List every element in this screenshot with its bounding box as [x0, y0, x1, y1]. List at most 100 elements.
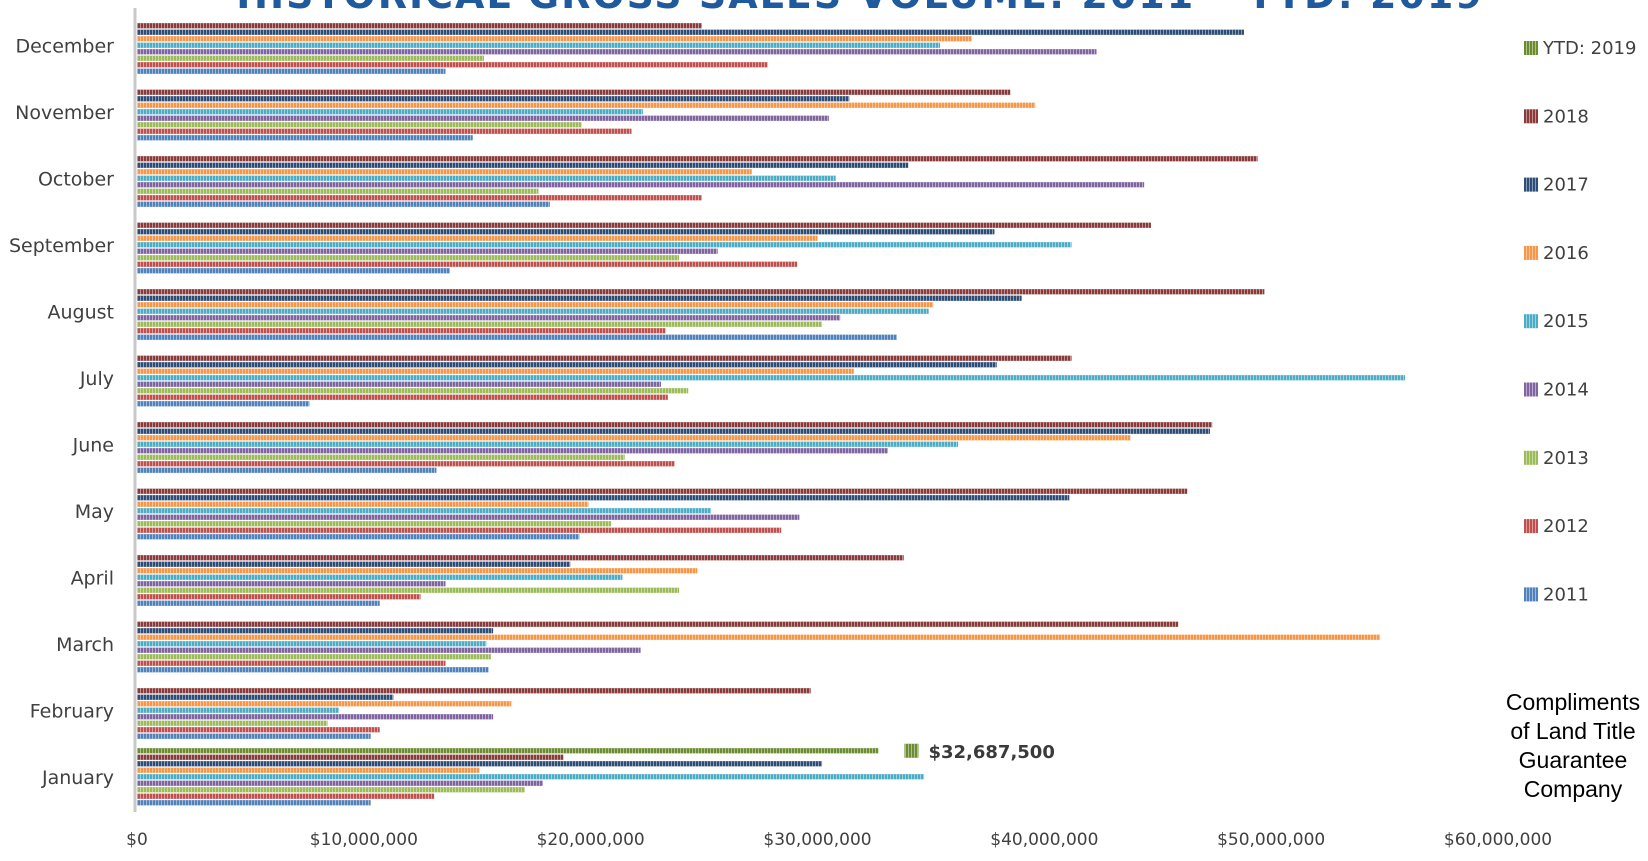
bar-texture: [137, 508, 711, 514]
bar-texture: [137, 222, 1151, 228]
bar-texture: [137, 248, 718, 254]
bar-texture: [137, 587, 680, 593]
bar-texture: [137, 720, 328, 726]
bar-texture: [137, 754, 564, 760]
legend-swatch-texture: [1524, 177, 1538, 192]
category-label: October: [38, 168, 114, 190]
bar-texture: [137, 780, 544, 786]
legend-swatch-texture: [1524, 519, 1538, 534]
bar-texture: [137, 156, 1258, 162]
bar-texture: [137, 448, 888, 454]
bar-texture: [137, 727, 380, 733]
category-label: December: [15, 35, 114, 57]
bar-texture: [137, 68, 446, 74]
bar-texture: [137, 235, 818, 241]
x-tick-label: $40,000,000: [990, 830, 1098, 850]
bar-texture: [137, 128, 632, 134]
callout-swatch-texture: [904, 743, 919, 758]
bar-texture: [137, 634, 1381, 640]
bar-texture: [137, 188, 539, 194]
bar-texture: [137, 355, 1072, 361]
bar-texture: [137, 394, 668, 400]
legend-swatch-texture: [1524, 245, 1538, 260]
bar-texture: [137, 122, 582, 128]
bar-texture: [137, 694, 394, 700]
bar-texture: [137, 628, 494, 634]
bar-texture: [137, 654, 491, 660]
bar-texture: [137, 195, 702, 201]
legend-label: 2014: [1543, 380, 1589, 401]
bar-texture: [137, 561, 571, 567]
credit-line: Compliments: [1505, 689, 1641, 715]
category-label: August: [48, 301, 115, 323]
bar-texture: [137, 688, 811, 694]
bar-texture: [137, 401, 310, 407]
x-tick-label: $30,000,000: [763, 830, 871, 850]
bar-texture: [137, 109, 643, 115]
bar-texture: [137, 647, 641, 653]
category-label: November: [15, 102, 114, 124]
bar-texture: [137, 36, 972, 42]
legend-label: 2018: [1543, 106, 1589, 127]
bar-texture: [137, 667, 489, 673]
bar-texture: [137, 42, 940, 48]
bar-texture: [137, 328, 666, 334]
bar-texture: [137, 321, 823, 327]
bar-texture: [137, 787, 525, 793]
category-label: January: [41, 767, 114, 789]
category-label: April: [71, 567, 114, 589]
x-tick-label: $10,000,000: [310, 830, 418, 850]
bar-texture: [137, 495, 1070, 501]
bar-texture: [137, 295, 1022, 301]
bar-texture: [137, 229, 995, 235]
bar-texture: [137, 435, 1131, 441]
bar-texture: [137, 488, 1188, 494]
bar-texture: [137, 467, 437, 473]
bar-texture: [137, 733, 371, 739]
legend-label: YTD: 2019: [1542, 38, 1636, 59]
bar-texture: [137, 162, 909, 168]
bar-texture: [137, 268, 451, 274]
category-label: September: [9, 235, 114, 257]
bar-texture: [137, 534, 580, 540]
bar-texture: [137, 600, 380, 606]
bar-texture: [137, 660, 446, 666]
bar-texture: [137, 461, 675, 467]
legend: YTD: 2019 2018 2017 2016 2015 2014 2013 2012 201…: [1524, 38, 1636, 605]
bar-texture: [137, 641, 487, 647]
bar-texture: [137, 441, 959, 447]
bar-texture: [137, 761, 823, 767]
bar-texture: [137, 49, 1097, 55]
legend-label: 2012: [1543, 516, 1589, 537]
category-label: June: [72, 434, 114, 456]
bar-texture: [137, 242, 1072, 248]
bar-texture: [137, 501, 589, 507]
credit-line: Guarantee: [1518, 747, 1628, 773]
bar-texture: [137, 568, 698, 574]
bar-texture: [137, 23, 702, 29]
bars-group: [137, 23, 1405, 806]
bar-texture: [137, 714, 494, 720]
credit-note: Compliments of Land Title Guarantee Comp…: [1478, 688, 1648, 804]
bar-texture: [137, 621, 1179, 627]
bar-texture: [137, 514, 800, 520]
legend-swatch-texture: [1524, 109, 1538, 124]
callout-label: $32,687,500: [928, 742, 1054, 763]
bar-texture: [137, 767, 480, 773]
legend-label: 2017: [1543, 175, 1589, 196]
bar-texture: [137, 381, 661, 387]
data-callout: $32,687,500: [904, 742, 1055, 763]
bar-texture: [137, 315, 841, 321]
bar-texture: [137, 748, 879, 754]
bar-texture: [137, 55, 485, 61]
bar-texture: [137, 555, 904, 561]
bar-texture: [137, 115, 829, 121]
bar-texture: [137, 135, 473, 141]
bar-texture: [137, 261, 798, 267]
x-tick-label: $60,000,000: [1444, 830, 1552, 850]
legend-swatch-texture: [1524, 314, 1538, 329]
bar-texture: [137, 428, 1210, 434]
legend-label: 2016: [1543, 243, 1589, 264]
bar-texture: [137, 368, 854, 374]
